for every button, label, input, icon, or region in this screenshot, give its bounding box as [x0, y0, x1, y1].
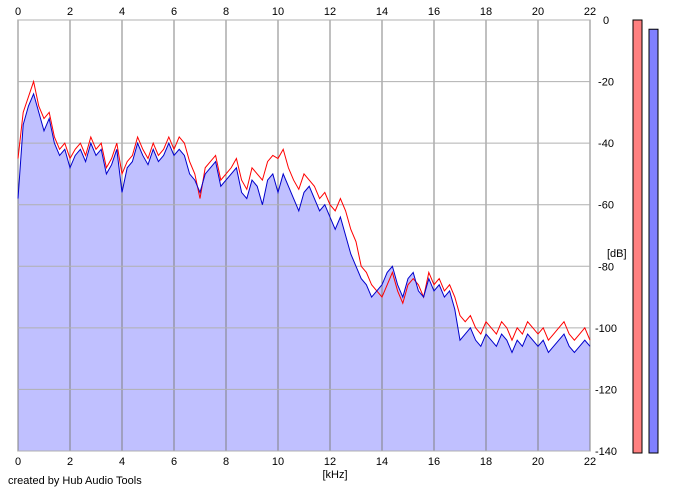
level-meters [632, 19, 659, 454]
x-tick-label: 14 [376, 456, 388, 468]
level-meter-red [632, 19, 643, 454]
x-tick-label: 16 [428, 6, 440, 18]
x-tick-labels-bottom: 0 2 4 6 8 10 12 14 16 18 20 22 [15, 456, 596, 468]
x-tick-label: 10 [272, 456, 284, 468]
x-tick-label: 12 [324, 456, 336, 468]
x-tick-label: 6 [171, 6, 177, 18]
y-tick-label: -120 [595, 384, 617, 396]
x-tick-label: 14 [376, 6, 388, 18]
x-tick-label: 0 [15, 456, 21, 468]
y-tick-label: -140 [595, 446, 617, 458]
x-tick-label: 2 [67, 456, 73, 468]
x-tick-label: 8 [223, 6, 229, 18]
grid [17, 19, 591, 452]
x-tick-label: 22 [584, 456, 596, 468]
y-tick-label: -100 [595, 323, 617, 335]
x-unit-label: [kHz] [322, 469, 347, 481]
series-line-blue [17, 92, 591, 354]
x-tick-label: 18 [480, 456, 492, 468]
y-tick-label: 0 [603, 15, 609, 27]
x-tick-label: 4 [119, 456, 125, 468]
series-lines [17, 79, 591, 354]
x-tick-label: 4 [119, 6, 125, 18]
spectrum-fill [18, 93, 590, 451]
credit-text: created by Hub Audio Tools [8, 475, 142, 487]
x-tick-label: 20 [532, 456, 544, 468]
series-line-red [17, 79, 591, 342]
y-tick-label: -60 [598, 200, 614, 212]
x-tick-label: 2 [67, 6, 73, 18]
x-tick-label: 20 [532, 6, 544, 18]
y-tick-label: -20 [598, 77, 614, 89]
y-tick-label: -40 [598, 138, 614, 150]
x-tick-label: 16 [428, 456, 440, 468]
y-tick-labels: 0 -20 -40 -60 -80 -100 -120 -140 [595, 15, 617, 458]
x-tick-label: 12 [324, 6, 336, 18]
level-meter-blue [648, 28, 659, 454]
x-tick-label: 22 [584, 6, 596, 18]
y-unit-label: [dB] [607, 248, 627, 260]
x-tick-label: 0 [15, 6, 21, 18]
x-tick-label: 6 [171, 456, 177, 468]
x-tick-label: 8 [223, 456, 229, 468]
x-tick-labels-top: 0 2 4 6 8 10 12 14 16 18 20 22 [15, 6, 596, 18]
spectrum-area [18, 93, 590, 451]
x-tick-label: 10 [272, 6, 284, 18]
y-tick-label: -80 [598, 261, 614, 273]
x-tick-label: 18 [480, 6, 492, 18]
